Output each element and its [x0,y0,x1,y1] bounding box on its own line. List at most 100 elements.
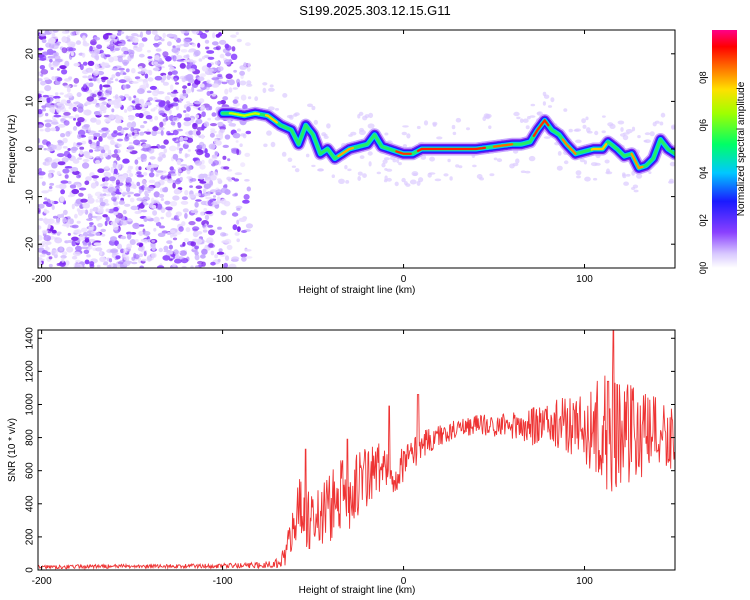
spectrogram-noise-blob [163,148,168,154]
spectrogram-noise-blob [244,152,251,157]
spectrogram-faint-blob [593,177,598,181]
spectrogram-noise-blob [111,132,118,138]
spectrogram-noise-blob [89,222,94,226]
spectrogram-noise-blob [170,92,177,98]
spectrogram-noise-blob [181,196,188,201]
spectrogram-noise-blob [211,112,217,117]
spectrogram-noise-blob [244,256,253,259]
spectrogram-faint-blob [605,171,613,175]
spectrogram-noise-blob [121,46,128,53]
spectrogram-noise-blob [142,199,147,206]
spectrogram-noise-blob [186,103,194,106]
spectrogram-noise-blob [111,34,117,38]
spectrogram-noise-blob [161,154,166,159]
spectrogram-noise-blob [80,198,88,203]
spectrogram-noise-blob [167,71,173,76]
spectrogram-faint-blob [488,125,492,129]
spectrogram-noise-blob [148,179,156,184]
spectrogram-noise-blob [121,174,128,180]
spectrogram-noise-blob [59,65,67,70]
spectrogram-noise-blob [200,200,208,206]
spectrogram-noise-blob [133,252,137,259]
spectrogram-noise-blob [74,264,81,268]
spectrogram-noise-blob [91,93,97,98]
spectrogram-faint-blob [281,151,287,157]
spectrogram-noise-blob [43,235,52,242]
spectrogram-noise-blob [188,68,196,72]
spectrogram-faint-blob [269,84,274,88]
spectrogram-noise-blob [219,128,225,133]
spectrogram-noise-blob [170,172,177,177]
spectrogram-noise-blob [210,250,215,256]
spectrogram-noise-blob [49,58,53,63]
spectrogram-faint-blob [583,160,588,165]
spectrogram-noise-blob [58,263,63,267]
spectrogram-noise-blob [141,37,148,42]
spectrogram-noise-blob [98,97,106,101]
spectrogram-noise-blob [150,167,154,173]
spectrogram-ridge-hot [228,112,260,117]
spectrogram-faint-blob [485,113,492,119]
spectrogram-faint-blob [331,174,335,178]
spectrogram-noise-blob [141,209,148,213]
spectrogram-noise-blob [67,35,71,38]
spectrogram-noise-blob [231,46,236,52]
spectrogram-ridge-hot [590,143,608,151]
spectrogram-noise-blob [48,256,53,260]
spectrogram-noise-blob [51,76,56,81]
spectrogram-noise-blob [215,45,221,51]
spectrogram-noise-blob [114,217,120,224]
spectrogram-noise-blob [48,42,55,49]
spectrogram-noise-blob [157,232,166,237]
spectrogram-noise-blob [38,58,47,61]
spectrogram-noise-blob [151,204,157,209]
spectrogram-noise-blob [46,251,51,256]
spectrogram-noise-blob [127,145,135,150]
spectrogram-noise-blob [180,43,184,47]
spectrogram-noise-blob [194,148,202,152]
spectrogram-noise-blob [76,208,80,212]
spectrogram-noise-blob [116,156,121,161]
spectrogram-noise-blob [45,112,49,117]
spectrogram-faint-blob [452,131,457,136]
spectrogram-noise-blob [118,79,127,84]
colorbar-tick-label: 0.4 [698,167,708,180]
spectrogram-noise-blob [231,256,240,261]
spectrogram-noise-blob [188,130,194,135]
spectrogram-noise-blob [40,244,44,248]
spectrogram-noise-blob [133,130,138,134]
spectrogram-noise-blob [88,225,94,231]
spectrogram-faint-blob [516,116,521,120]
spectrogram-faint-blob [620,127,624,132]
spectrogram-faint-blob [270,141,276,148]
spectrogram-noise-blob [81,227,88,233]
spectrogram-noise-blob [40,73,44,77]
spectrogram-noise-blob [100,76,109,81]
spectrogram-noise-blob [159,121,164,128]
spectrogram-noise-blob [190,241,196,247]
spectrogram-faint-blob [493,157,498,161]
spectrogram-noise-blob [216,251,225,255]
spectrogram-noise-blob [95,247,103,252]
spectrogram-noise-blob [88,213,93,220]
spectrogram-noise-blob [85,155,93,159]
spectrogram-noise-blob [38,257,43,260]
spectrogram-noise-blob [68,106,74,110]
spectrogram-noise-blob [157,203,163,210]
spectrogram-noise-blob [130,126,135,132]
spectrogram-noise-blob [117,43,126,46]
spectrogram-noise-blob [215,189,223,195]
spectrogram-noise-blob [157,91,165,95]
spectrogram-faint-blob [311,164,316,168]
spectrogram-noise-blob [56,77,63,82]
spectrogram-noise-blob [186,101,191,104]
spectrogram-noise-blob [79,234,85,241]
spectrogram-noise-blob [223,166,230,170]
spectrogram-noise-blob [141,185,145,191]
spectrogram-faint-blob [524,170,531,174]
spectrogram-noise-blob [82,159,90,162]
spectrogram-noise-blob [138,42,145,48]
spectrogram-noise-blob [72,158,80,164]
spectrogram-noise-blob [207,191,211,196]
spectrogram-noise-blob [147,97,153,102]
